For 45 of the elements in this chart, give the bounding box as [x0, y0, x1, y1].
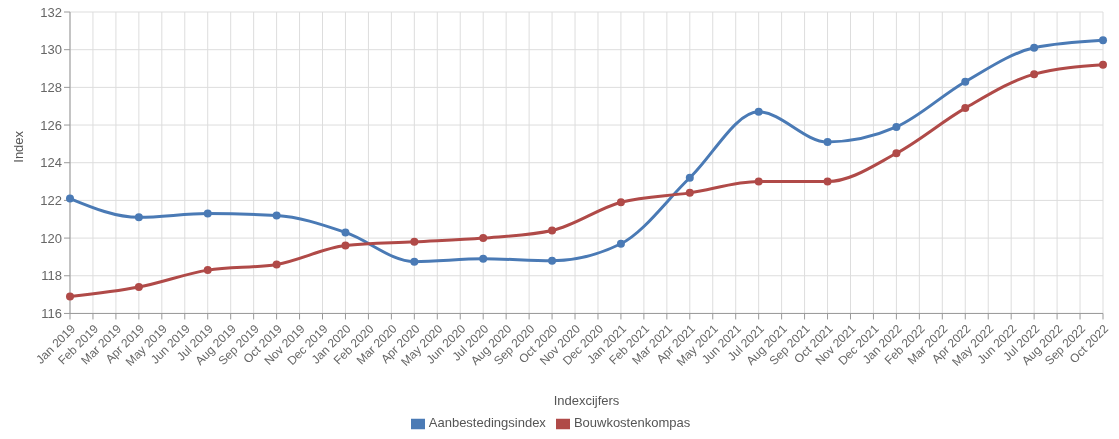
point: [823, 138, 832, 146]
point: [1030, 43, 1039, 52]
point: [410, 237, 419, 246]
point: [341, 241, 350, 250]
legend-label: Aanbestedingsindex: [428, 415, 546, 431]
point: [754, 177, 763, 186]
point: [203, 209, 212, 218]
legend-label: Bouwkostenkompas: [573, 415, 691, 431]
point: [479, 234, 488, 243]
point: [616, 239, 625, 248]
point: [754, 107, 763, 116]
point: [134, 213, 143, 222]
point: [272, 260, 281, 269]
y-tick-label: 132: [40, 4, 62, 20]
point: [548, 226, 557, 235]
y-tick-label: 124: [40, 155, 62, 171]
point: [961, 104, 970, 113]
point: [685, 173, 694, 182]
y-axis-title: Index: [10, 130, 26, 163]
y-tick-label: 120: [40, 230, 62, 246]
y-tick-label: 128: [40, 79, 62, 95]
point: [892, 122, 901, 131]
point: [410, 257, 419, 266]
y-tick-label: 122: [40, 193, 62, 209]
point: [1099, 60, 1107, 69]
point: [203, 266, 212, 275]
point: [66, 194, 74, 203]
point: [823, 177, 832, 186]
point: [616, 198, 625, 207]
x-axis-title: Indexcijfers: [553, 393, 620, 409]
y-tick-label: 130: [40, 42, 62, 58]
point: [961, 77, 970, 86]
point: [1099, 36, 1107, 45]
y-tick-label: 116: [41, 306, 62, 322]
point: [134, 283, 143, 292]
point: [272, 211, 281, 220]
point: [685, 188, 694, 197]
point: [548, 256, 557, 265]
point: [66, 292, 74, 301]
point: [341, 228, 350, 237]
point: [479, 254, 488, 263]
y-tick-label: 118: [41, 268, 62, 284]
point: [892, 149, 901, 158]
point: [1030, 70, 1039, 79]
y-tick-label: 126: [40, 117, 62, 133]
